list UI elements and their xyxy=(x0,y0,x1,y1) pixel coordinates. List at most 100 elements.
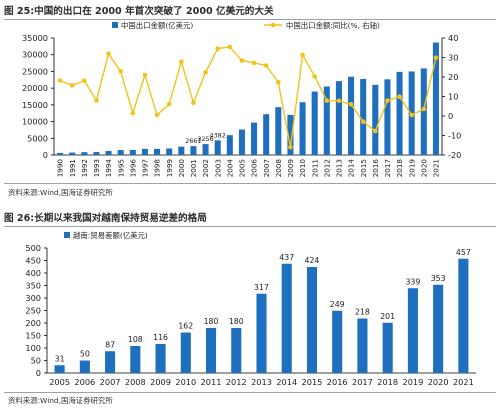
export-bar-2020 xyxy=(420,68,427,155)
export-bar-2012 xyxy=(323,86,330,155)
yoy-line xyxy=(59,46,437,148)
x-tick-label-2020: 2020 xyxy=(428,377,449,387)
trade-balance-data-label-2019: 339 xyxy=(405,277,420,286)
x-tick-label-2002: 2002 xyxy=(201,159,210,177)
yoy-point-2011 xyxy=(312,74,317,79)
export-bar-1994 xyxy=(105,150,112,155)
figure-25-title-rule xyxy=(4,19,496,20)
trade-balance-data-label-2016: 249 xyxy=(330,300,345,309)
trade-balance-bar-2006 xyxy=(79,360,90,373)
trade-balance-data-label-2007: 87 xyxy=(105,340,115,349)
export-bar-1990 xyxy=(57,152,64,155)
yoy-point-2014 xyxy=(348,102,354,107)
right-axis-tick-label: -20 xyxy=(448,150,461,160)
yoy-point-2002 xyxy=(203,70,208,75)
figure-26-source: 资料来源:Wind,国海证券研究所 xyxy=(8,396,113,405)
x-tick-label-2006: 2006 xyxy=(250,159,259,178)
x-tick-label-2017: 2017 xyxy=(383,159,392,177)
yoy-point-2008 xyxy=(276,79,281,85)
x-tick-label-2021: 2021 xyxy=(453,377,474,387)
yoy-point-1997 xyxy=(142,72,148,78)
legend-export-swatch xyxy=(112,22,118,28)
legend-export-label: 中国出口金额(亿美元) xyxy=(121,21,193,30)
x-tick-label-2013: 2013 xyxy=(251,377,272,387)
export-bar-2014 xyxy=(348,76,355,155)
export-chart: 05000100001500020000250003000035000-20-1… xyxy=(22,21,461,178)
x-tick-label-2016: 2016 xyxy=(327,377,348,387)
x-tick-label-2016: 2016 xyxy=(371,159,380,178)
trade-balance-data-label-2012: 180 xyxy=(229,317,244,326)
x-tick-label-1997: 1997 xyxy=(141,159,150,177)
legend-yoy-label: 中国出口金额:同比(%, 右轴) xyxy=(286,21,380,30)
figure-25-source: 资料来源:Wind,国海证券研究所 xyxy=(8,188,113,197)
yoy-point-2007 xyxy=(263,63,269,68)
x-tick-label-1998: 1998 xyxy=(153,159,162,178)
export-bar-1995 xyxy=(117,150,124,155)
x-tick-label-2005: 2005 xyxy=(238,159,247,177)
yoy-point-1995 xyxy=(118,69,123,74)
export-bar-2000 xyxy=(178,146,185,155)
yoy-point-1992 xyxy=(82,78,87,84)
yoy-point-2013 xyxy=(336,98,342,104)
yoy-point-1994 xyxy=(106,51,111,57)
x-tick-label-2017: 2017 xyxy=(352,377,373,387)
x-tick-label-2004: 2004 xyxy=(225,159,234,178)
export-bar-2021 xyxy=(432,42,439,155)
left-axis-tick-label: 5000 xyxy=(27,133,48,143)
trade-balance-bar-2021 xyxy=(458,258,469,373)
yoy-point-1999 xyxy=(166,101,172,107)
export-bar-2006 xyxy=(251,122,258,155)
left-axis-tick-label: 25000 xyxy=(22,66,48,76)
export-bar-2010 xyxy=(299,102,306,155)
x-tick-label-2006: 2006 xyxy=(74,377,95,387)
yoy-point-2006 xyxy=(251,60,257,66)
left-axis-tick-label: 30000 xyxy=(22,50,48,60)
yoy-point-2021 xyxy=(433,55,439,60)
x-tick-label-1993: 1993 xyxy=(92,159,101,177)
export-bar-1996 xyxy=(129,149,136,155)
x-tick-label-2015: 2015 xyxy=(359,159,368,177)
trade-balance-bar-2011 xyxy=(205,328,217,373)
trade-balance-data-label-2013: 317 xyxy=(254,283,269,292)
export-bar-2007 xyxy=(263,114,270,155)
x-tick-label-1999: 1999 xyxy=(165,159,174,178)
right-axis-tick-label: 10 xyxy=(448,92,458,102)
x-tick-label-1990: 1990 xyxy=(56,159,65,178)
export-bar-2005 xyxy=(238,129,245,155)
figure-25-source-rule xyxy=(4,183,496,184)
x-tick-label-2012: 2012 xyxy=(322,159,331,177)
x-tick-label-2007: 2007 xyxy=(262,159,271,177)
export-bar-2004 xyxy=(226,135,233,155)
trade-balance-bar-2008 xyxy=(130,346,141,373)
y-axis-tick-label: 100 xyxy=(25,343,41,353)
yoy-point-2000 xyxy=(179,59,184,65)
left-axis-tick-label: 20000 xyxy=(22,83,48,93)
x-tick-label-1995: 1995 xyxy=(116,159,125,177)
trade-balance-data-label-2009: 116 xyxy=(153,333,168,342)
trade-balance-data-label-2005: 31 xyxy=(55,354,65,363)
x-tick-label-2009: 2009 xyxy=(286,159,295,178)
x-tick-label-2003: 2003 xyxy=(213,159,222,177)
trade-balance-bar-2012 xyxy=(231,328,242,373)
export-bar-2017 xyxy=(384,79,391,155)
export-bar-1998 xyxy=(154,148,161,155)
x-tick-label-1992: 1992 xyxy=(80,159,89,177)
export-bar-2008 xyxy=(275,107,282,155)
y-axis-tick-label: 350 xyxy=(25,281,41,291)
figure-25-title: 图 25:中国的出口在 2000 年首次突破了 2000 亿美元的大关 xyxy=(4,6,274,17)
export-bar-2011 xyxy=(311,91,318,155)
x-tick-label-2010: 2010 xyxy=(175,377,196,387)
x-tick-label-2012: 2012 xyxy=(226,377,247,387)
left-axis-tick-label: 35000 xyxy=(22,33,48,43)
x-tick-label-2005: 2005 xyxy=(49,377,70,387)
trade-balance-bar-2020 xyxy=(433,284,444,373)
x-tick-label-2013: 2013 xyxy=(335,159,344,177)
trade-balance-bar-2019 xyxy=(407,288,418,373)
x-tick-label-2007: 2007 xyxy=(100,377,121,387)
yoy-point-2005 xyxy=(239,58,245,63)
x-tick-label-1996: 1996 xyxy=(128,159,137,178)
yoy-point-2009 xyxy=(288,144,293,150)
export-data-label-2002: 3256 xyxy=(197,135,213,143)
y-axis-tick-label: 450 xyxy=(25,256,41,266)
trade-balance-data-label-2014: 437 xyxy=(279,253,294,262)
